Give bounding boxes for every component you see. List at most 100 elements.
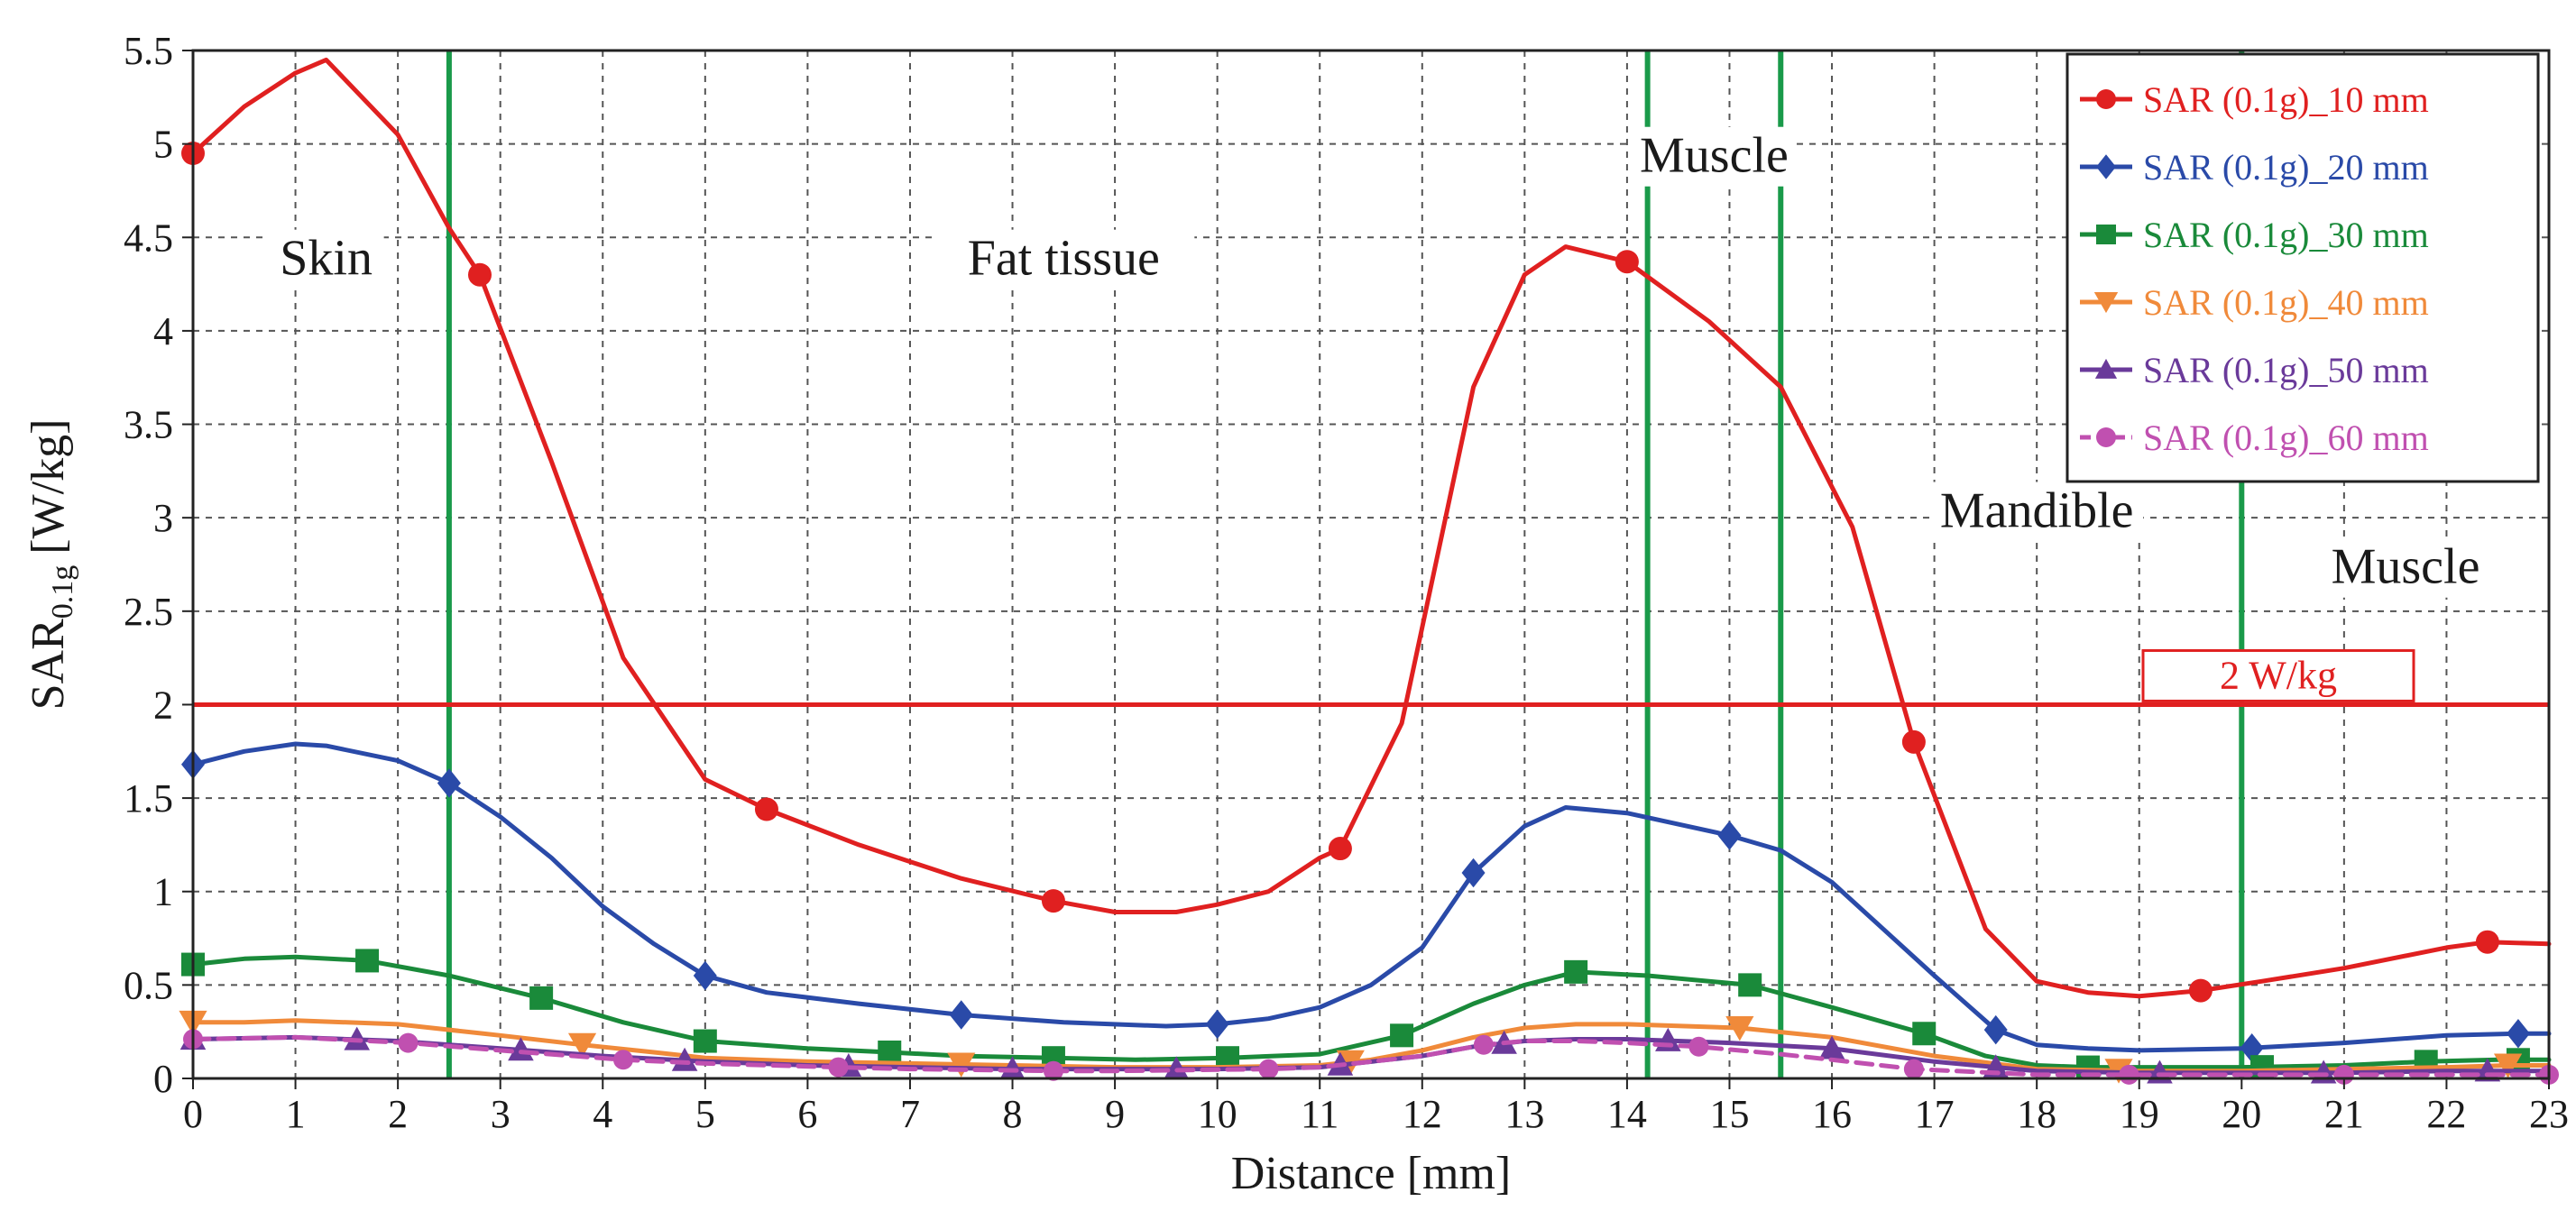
y-tick-label: 1 (153, 870, 173, 914)
series-point (355, 949, 380, 973)
series-point (2188, 978, 2213, 1003)
region-label-bg (1930, 482, 2144, 542)
region-label: Muscle (1640, 128, 1789, 184)
region-labels: Skin Fat tissue Muscle Mandible Muscle (268, 126, 2489, 598)
y-axis-title-unit: [W/kg] (23, 419, 74, 555)
series-point (2119, 1064, 2139, 1085)
region-label-bg (2323, 537, 2489, 598)
y-tick-label: 0.5 (124, 963, 173, 1007)
series-point (1983, 1014, 2008, 1045)
threshold-label-box (2141, 648, 2415, 702)
x-tick-label: 20 (2222, 1092, 2261, 1136)
legend-marker (2096, 89, 2116, 109)
series-point (1615, 250, 1639, 274)
y-axis-title-main: SAR (23, 619, 74, 710)
x-tick-label: 21 (2324, 1092, 2364, 1136)
legend-label: SAR (0.1g)_40 mm (2143, 282, 2429, 323)
region-label: Skin (280, 231, 373, 287)
series-point (508, 1037, 534, 1061)
series-point (1163, 1056, 1190, 1080)
series-point (1725, 1016, 1754, 1041)
series-point (1818, 1035, 1845, 1059)
series-point (1564, 959, 1588, 984)
series-point (2493, 1053, 2523, 1078)
y-tick-label: 2.5 (124, 590, 173, 634)
series-point (999, 1056, 1026, 1080)
series-point (612, 1050, 633, 1070)
region-label: Fat tissue (968, 231, 1160, 287)
legend-marker (2094, 358, 2118, 379)
x-tick-label: 8 (1003, 1092, 1023, 1136)
legend-entry: SAR (0.1g)_50 mm (2080, 350, 2429, 390)
legend-entry: SAR (0.1g)_10 mm (2080, 79, 2429, 120)
series-point (1903, 1059, 1924, 1079)
axes: 0 1 2 3 4 5 6 7 8 9 10 11 12 13 14 15 16 17 18 19 20 21 22 2300… (124, 29, 2569, 1136)
series-point (1258, 1059, 1279, 1079)
x-tick-label: 23 (2529, 1092, 2569, 1136)
series-point (1328, 837, 1352, 861)
x-tick-label: 15 (1709, 1092, 1749, 1136)
series-point (1043, 1060, 1063, 1081)
x-tick-label: 18 (2017, 1092, 2056, 1136)
series-point (878, 1040, 902, 1064)
series-point (1041, 889, 1065, 913)
x-tick-label: 16 (1812, 1092, 1852, 1136)
region-label: Mandible (1940, 483, 2134, 539)
series-2 (181, 741, 2552, 1063)
x-tick-label: 19 (2120, 1092, 2159, 1136)
region-label-bg (1632, 126, 1797, 187)
series-point (1901, 729, 1926, 754)
series-point (1461, 858, 1486, 888)
series-point (828, 1057, 849, 1078)
x-tick-label: 5 (695, 1092, 715, 1136)
legend-entry: SAR (0.1g)_30 mm (2080, 215, 2429, 255)
series-point (437, 768, 461, 798)
legend-entry: SAR (0.1g)_40 mm (2080, 282, 2429, 323)
series-point (1473, 1034, 1494, 1055)
legend-marker (2096, 154, 2116, 179)
x-tick-label: 17 (1915, 1092, 1955, 1136)
y-tick-label: 5 (153, 123, 173, 167)
series-point (467, 262, 492, 287)
y-tick-label: 3 (153, 496, 173, 540)
y-tick-label: 4.5 (124, 216, 173, 260)
series-point (1205, 1009, 1229, 1040)
legend-label: SAR (0.1g)_10 mm (2143, 79, 2429, 120)
x-axis-title: Distance [mm] (1231, 1148, 1511, 1199)
x-tick-label: 2 (388, 1092, 408, 1136)
x-tick-label: 9 (1105, 1092, 1125, 1136)
series-point (1688, 1036, 1709, 1057)
series-point (1738, 973, 1762, 997)
legend-entry: SAR (0.1g)_20 mm (2080, 147, 2429, 188)
y-tick-label: 4 (153, 309, 173, 353)
series-point (693, 960, 717, 991)
series-point (1390, 1023, 1414, 1048)
plot-frame (191, 49, 2551, 1080)
legend: SAR (0.1g)_10 mm SAR (0.1g)_20 mm SAR (0.1… (2065, 52, 2540, 483)
series-point (529, 986, 554, 1010)
x-tick-label: 13 (1504, 1092, 1544, 1136)
legend-label: SAR (0.1g)_60 mm (2143, 417, 2429, 458)
x-tick-label: 14 (1607, 1092, 1647, 1136)
x-tick-label: 1 (286, 1092, 306, 1136)
legend-marker (2096, 225, 2116, 244)
series-point (754, 797, 778, 821)
legend-marker (2096, 427, 2116, 447)
legend-box (2065, 52, 2540, 483)
y-tick-label: 1.5 (124, 776, 173, 821)
legend-entry: SAR (0.1g)_60 mm (2080, 417, 2429, 458)
y-tick-label: 0 (153, 1057, 173, 1101)
series-point (1717, 821, 1742, 850)
threshold-line-group: 2 W/kg (193, 648, 2549, 707)
legend-label: SAR (0.1g)_50 mm (2143, 350, 2429, 390)
y-axis-title: SAR0.1g [W/kg] (23, 419, 79, 711)
x-tick-label: 7 (900, 1092, 920, 1136)
legend-marker (2093, 292, 2119, 314)
series-point (2506, 1019, 2530, 1049)
series-point (949, 1000, 973, 1030)
legend-label: SAR (0.1g)_20 mm (2143, 147, 2429, 188)
region-label-bg (268, 229, 384, 289)
series-1 (181, 57, 2552, 1003)
y-tick-label: 3.5 (124, 403, 173, 447)
y-tick-label: 2 (153, 683, 173, 727)
